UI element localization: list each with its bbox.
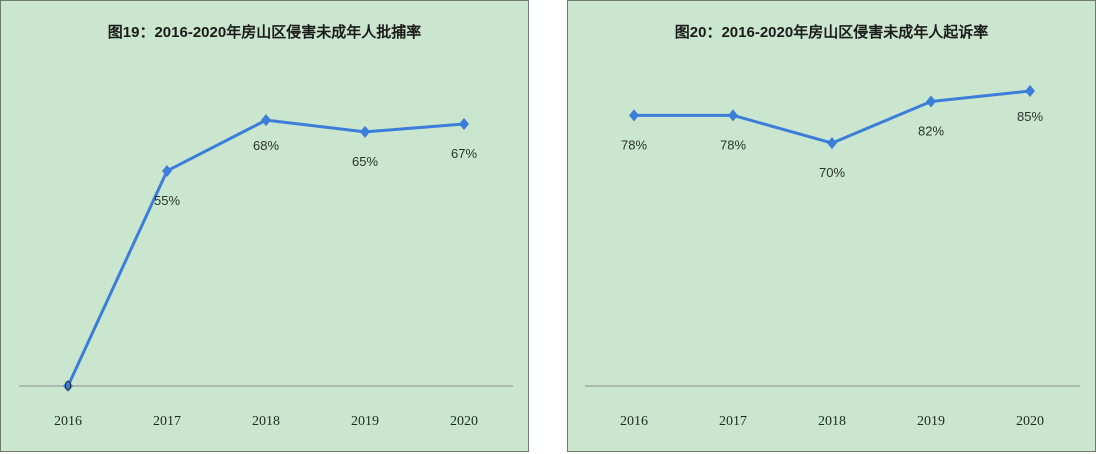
x-tick-label: 2019	[351, 414, 379, 429]
chart-panel-prosecution-rate: 图20：2016-2020年房山区侵害未成年人起诉率 78% 2016 78% 201…	[567, 0, 1096, 452]
x-tick-label: 2018	[252, 414, 280, 429]
data-label: 65%	[352, 154, 378, 169]
diamond-marker-icon	[459, 118, 469, 131]
diamond-marker-icon	[728, 109, 738, 122]
data-line	[66, 118, 465, 387]
diamond-marker-icon	[162, 164, 172, 177]
x-tick-label: 2020	[1016, 414, 1044, 429]
diamond-marker-icon	[63, 380, 73, 392]
diamond-marker-icon	[360, 125, 370, 138]
x-tick-label: 2016	[54, 414, 82, 429]
data-label: 70%	[819, 165, 845, 180]
diamond-marker-icon	[1025, 85, 1035, 98]
x-tick-label: 2016	[620, 414, 648, 429]
line-chart-prosecution-rate: 78% 2016 78% 2017 70% 2018 82% 2019 85% 2020	[585, 85, 1080, 429]
line-chart-arrest-rate: 0 2016 55% 2017 68% 2018 65% 2019 67% 2020	[19, 114, 513, 429]
data-label: 78%	[720, 137, 746, 152]
diamond-marker-icon	[827, 137, 837, 150]
data-label: 78%	[621, 137, 647, 152]
diamond-marker-icon	[629, 109, 639, 122]
chart-panel-arrest-rate: 图19：2016-2020年房山区侵害未成年人批捕率 0 2016 55% 2017 6…	[0, 0, 529, 452]
diamond-marker-icon	[926, 95, 936, 108]
data-label: 55%	[154, 193, 180, 208]
data-label: 67%	[451, 146, 477, 161]
data-line	[634, 89, 1031, 145]
data-label: 68%	[253, 138, 279, 153]
x-tick-label: 2018	[818, 414, 846, 429]
x-tick-label: 2017	[719, 414, 747, 429]
diamond-marker-icon	[261, 114, 271, 127]
x-tick-label: 2019	[917, 414, 945, 429]
chart-title: 图19：2016-2020年房山区侵害未成年人批捕率	[107, 24, 422, 41]
data-label: 85%	[1017, 109, 1043, 124]
x-tick-label: 2020	[450, 414, 478, 429]
data-label: 0	[64, 378, 71, 393]
chart-title: 图20：2016-2020年房山区侵害未成年人起诉率	[674, 24, 989, 41]
x-tick-label: 2017	[153, 414, 181, 429]
data-label: 82%	[918, 123, 944, 138]
